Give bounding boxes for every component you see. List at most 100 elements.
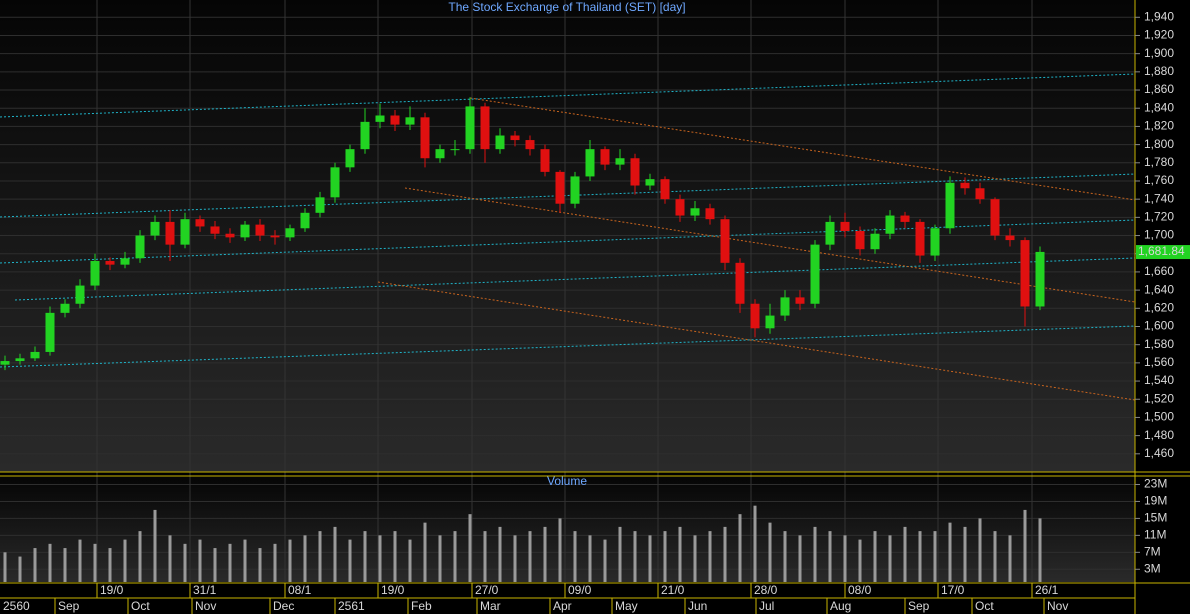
y-tick-label: 1,500 — [1144, 410, 1174, 424]
volume-bar — [948, 522, 952, 582]
volume-bar — [33, 548, 37, 582]
candle-body — [660, 179, 670, 200]
y-tick-label: 1,560 — [1144, 355, 1174, 369]
y-tick-label: 1,660 — [1144, 264, 1174, 278]
y-tick-label: 1,460 — [1144, 446, 1174, 460]
candle-body — [840, 221, 850, 231]
candle-body — [0, 361, 10, 365]
y-tick-label: 1,520 — [1144, 391, 1174, 405]
trend-line — [469, 97, 1136, 201]
candle-body — [885, 215, 895, 234]
volume-bar — [1038, 518, 1042, 582]
candle-body — [390, 115, 400, 125]
candle-body — [75, 285, 85, 304]
candle-body — [510, 135, 520, 141]
date-label: 09/0 — [568, 583, 592, 597]
y2-tick-label: 11M — [1144, 528, 1166, 542]
volume-bar — [708, 531, 712, 582]
month-label: Dec — [273, 599, 294, 613]
y2-tick-label: 15M — [1144, 511, 1167, 525]
y-tick-label: 1,540 — [1144, 373, 1174, 387]
volume-bar — [408, 539, 412, 582]
candle-body — [450, 149, 460, 151]
candle-body — [570, 176, 580, 204]
month-label: Mar — [480, 599, 501, 613]
volume-bar — [258, 548, 262, 582]
volume-bar — [48, 543, 52, 582]
volume-bar — [513, 535, 517, 582]
candle-body — [105, 261, 115, 265]
volume-bar — [393, 531, 397, 582]
volume-bar — [483, 531, 487, 582]
date-label: 08/0 — [848, 583, 872, 597]
volume-bar — [138, 531, 142, 582]
candle-body — [945, 182, 955, 229]
trend-line — [0, 325, 1136, 368]
candle-body — [960, 182, 970, 189]
y-tick-label: 1,780 — [1144, 155, 1174, 169]
candle-body — [870, 233, 880, 250]
y-tick-label: 1,940 — [1144, 9, 1174, 23]
volume-bar — [588, 535, 592, 582]
candle-body — [900, 215, 910, 222]
volume-bar — [123, 539, 127, 582]
volume-bar — [633, 531, 637, 582]
date-label: 19/0 — [100, 583, 124, 597]
y-tick-label: 1,600 — [1144, 319, 1174, 333]
trend-line — [0, 173, 1136, 218]
month-label: Sep — [58, 599, 80, 613]
volume-bar — [228, 543, 232, 582]
y-tick-label: 1,840 — [1144, 100, 1174, 114]
candle-body — [360, 121, 370, 150]
candle-body — [1035, 251, 1045, 307]
volume-bar — [813, 526, 817, 582]
volume-bar — [843, 535, 847, 582]
candle-body — [90, 261, 100, 286]
candle-body — [600, 149, 610, 165]
volume-bar — [153, 509, 157, 582]
y-tick-label: 1,800 — [1144, 137, 1174, 151]
volume-bar — [198, 539, 202, 582]
candle-body — [120, 258, 130, 265]
candle-body — [180, 219, 190, 245]
candle-body — [630, 158, 640, 186]
candle-body — [540, 149, 550, 172]
volume-bar — [3, 552, 7, 582]
candle-body — [255, 224, 265, 236]
candle-body — [285, 228, 295, 238]
candle-body — [195, 219, 205, 227]
candle-body — [675, 199, 685, 216]
volume-bar — [858, 539, 862, 582]
volume-bar — [663, 531, 667, 582]
volume-bar — [543, 526, 547, 582]
candle-body — [825, 221, 835, 245]
volume-bar — [918, 531, 922, 582]
month-label: Nov — [195, 599, 216, 613]
trend-line — [14, 257, 1136, 301]
month-label: Sep — [908, 599, 930, 613]
volume-bar — [498, 526, 502, 582]
volume-bar — [693, 535, 697, 582]
volume-bar — [933, 531, 937, 582]
y-tick-label: 1,760 — [1144, 173, 1174, 187]
volume-bar — [453, 531, 457, 582]
candle-body — [855, 230, 865, 250]
volume-bar — [273, 543, 277, 582]
marks — [0, 97, 1045, 582]
candle-body — [990, 199, 1000, 236]
candle-body — [780, 297, 790, 316]
month-label: Jun — [688, 599, 707, 613]
volume-bar — [348, 539, 352, 582]
candle-body — [45, 312, 55, 352]
volume-bar — [78, 539, 82, 582]
volume-bar — [798, 535, 802, 582]
last-price-label: 1,681.84 — [1138, 244, 1185, 258]
volume-bar — [333, 526, 337, 582]
trend-line — [0, 73, 1136, 118]
candle-body — [585, 149, 595, 177]
trend-line — [0, 219, 1136, 264]
volume-bar — [903, 526, 907, 582]
month-label: 2560 — [3, 599, 30, 613]
candle-body — [330, 167, 340, 198]
